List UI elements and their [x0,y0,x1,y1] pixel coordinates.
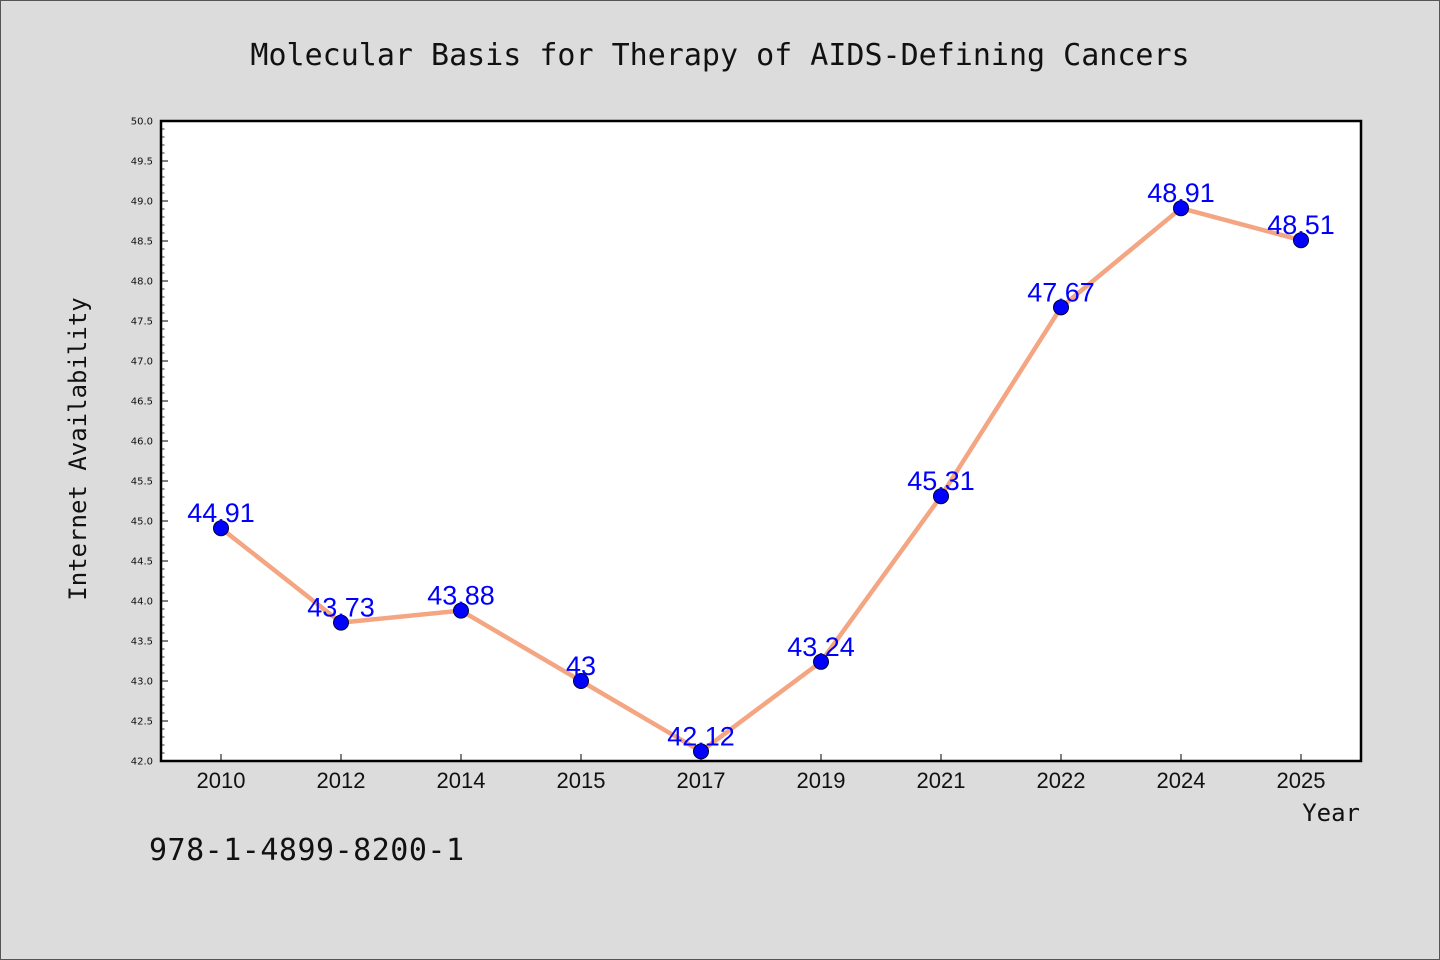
data-point [813,653,829,670]
data-point [1173,200,1189,217]
x-tick-label: 2024 [1157,768,1206,793]
y-tick-label: 48.0 [131,277,153,288]
y-tick-label: 49.0 [131,197,153,208]
data-label: 45.31 [907,466,975,496]
y-axis-label: Internet Availability [64,297,92,600]
chart-title: Molecular Basis for Therapy of AIDS-Defi… [250,38,1189,73]
y-tick-label: 43.5 [131,637,153,648]
x-tick-label: 2017 [677,768,726,793]
data-label: 48.91 [1147,178,1215,208]
y-tick-label: 42.0 [131,757,153,768]
data-point [573,673,589,689]
data-point [693,743,709,760]
data-label: 43.73 [307,593,375,623]
data-point [453,602,469,619]
data-label: 43 [566,651,596,681]
data-label: 44.91 [187,498,255,528]
data-point [1053,299,1069,316]
y-tick-label: 48.5 [131,237,153,248]
x-tick-label: 2014 [437,768,486,793]
y-tick-label: 49.5 [131,157,153,168]
plot-frame [159,119,1363,763]
y-tick-label: 47.0 [131,357,153,368]
y-tick-label: 46.0 [131,437,153,448]
x-tick-label: 2019 [797,768,846,793]
y-tick-label: 44.0 [131,597,153,608]
y-tick-label: 44.5 [131,557,153,568]
y-tick-label: 42.5 [131,717,153,728]
x-tick-label: 2021 [917,768,966,793]
x-tick-label: 2025 [1277,768,1326,793]
y-tick-label: 45.0 [131,517,153,528]
x-axis-label: Year [1302,799,1360,827]
data-label: 42.12 [667,721,735,751]
data-label: 47.67 [1027,277,1095,307]
y-tick-label: 45.5 [131,477,153,488]
data-label: 43.88 [427,581,495,611]
x-tick-label: 2015 [557,768,606,793]
y-tick-label: 50.0 [131,117,153,128]
series-line [218,205,1304,754]
data-point [213,520,229,537]
y-tick-label: 47.5 [131,317,153,328]
data-point [333,614,349,631]
y-tick-label: 43.0 [131,677,153,688]
y-tick-label: 46.5 [131,397,153,408]
data-label: 48.51 [1267,210,1335,240]
data-series: 44.91 43.73 43.88 43 42.12 43.24 45.31 47.67 48.… [187,178,1335,760]
plot-area [161,121,1361,761]
isbn-footer: 978-1-4899-8200-1 [149,833,465,868]
x-tick-label: 2010 [197,768,246,793]
x-tick-label: 2012 [317,768,366,793]
data-point [1293,232,1309,249]
data-label: 43.24 [787,632,855,662]
data-point [933,488,949,505]
x-axis: 2010 2012 2014 2015 2017 2019 2021 2022 2024 2025 [197,754,1326,793]
x-tick-label: 2022 [1037,768,1086,793]
